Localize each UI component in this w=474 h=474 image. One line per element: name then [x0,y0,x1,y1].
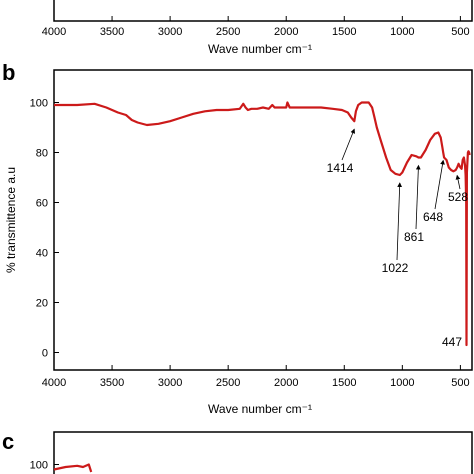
panel-b-plot-frame [53,69,473,371]
panel-c-plot-frame [53,431,473,474]
panel-a-x-tick-label: 3000 [158,26,182,38]
panel-a-x-tick-label: 2500 [216,26,240,38]
panel-b-x-tick-label: 2500 [216,377,240,389]
panel-a-x-axis-title: Wave number cm⁻¹ [208,42,312,56]
panel-b-y-tick-label: 40 [36,248,48,260]
panel-a-x-ticks: 4000 3500 3000 2500 2000 1500 1000 500 [42,16,470,38]
panel-b-y-tick-label: 100 [30,98,48,110]
panel-c-spectrum-line [53,463,93,473]
panel-b-y-tick-label: 0 [42,348,48,360]
panel-a: 4000 3500 3000 2500 2000 1500 1000 500 Wave num… [42,0,473,56]
panel-b-x-axis-title: Wave number cm⁻¹ [208,402,312,416]
panel-b-letter: b [2,60,15,85]
peak-label: 1414 [327,161,354,175]
panel-b-peak-annotations: 1414 1022 861 648 528 447 [327,128,468,349]
peak-arrow [415,164,421,230]
peak-arrow [434,159,445,210]
panel-c-y-ticks: 100 [30,460,59,472]
panel-b-x-tick-label: 3500 [100,377,124,389]
peak-arrow [455,174,461,190]
peak-arrow [341,128,356,161]
panel-b-x-tick-label: 1500 [332,377,356,389]
panel-b-y-axis-title: % transmittence a.u [4,167,18,273]
panel-c: c 100 [2,429,473,474]
panel-a-x-tick-label: 1000 [390,26,414,38]
panel-b-spectrum-line [54,101,471,347]
peak-label: 447 [442,335,462,349]
panel-b-x-tick-label: 3000 [158,377,182,389]
peak-label: 528 [448,190,468,204]
panel-b-x-tick-label: 4000 [42,377,66,389]
peak-label: 861 [404,230,424,244]
peak-label: 648 [423,210,443,224]
panel-a-plot-frame [53,0,473,22]
panel-b-x-tick-label: 500 [451,377,469,389]
panel-a-x-tick-label: 3500 [100,26,124,38]
panel-b: b 4000 3500 3000 2500 2000 1500 1000 500 0 20 40 6… [2,60,473,416]
peak-arrow [396,182,403,261]
panel-a-x-tick-label: 2000 [274,26,298,38]
panel-b-y-tick-label: 20 [36,298,48,310]
panel-b-x-tick-label: 2000 [274,377,298,389]
peak-label: 1022 [382,261,409,275]
panel-c-letter: c [2,429,14,454]
panel-a-x-tick-label: 4000 [42,26,66,38]
panel-b-y-ticks: 0 20 40 60 80 100 [30,98,59,360]
panel-b-y-tick-label: 80 [36,148,48,160]
panel-a-x-tick-label: 1500 [332,26,356,38]
panel-b-x-tick-label: 1000 [390,377,414,389]
panel-a-x-tick-label: 500 [451,26,469,38]
panel-b-x-ticks: 4000 3500 3000 2500 2000 1500 1000 500 [42,365,470,389]
panel-b-y-tick-label: 60 [36,198,48,210]
panel-c-y-tick-label: 100 [30,460,48,472]
